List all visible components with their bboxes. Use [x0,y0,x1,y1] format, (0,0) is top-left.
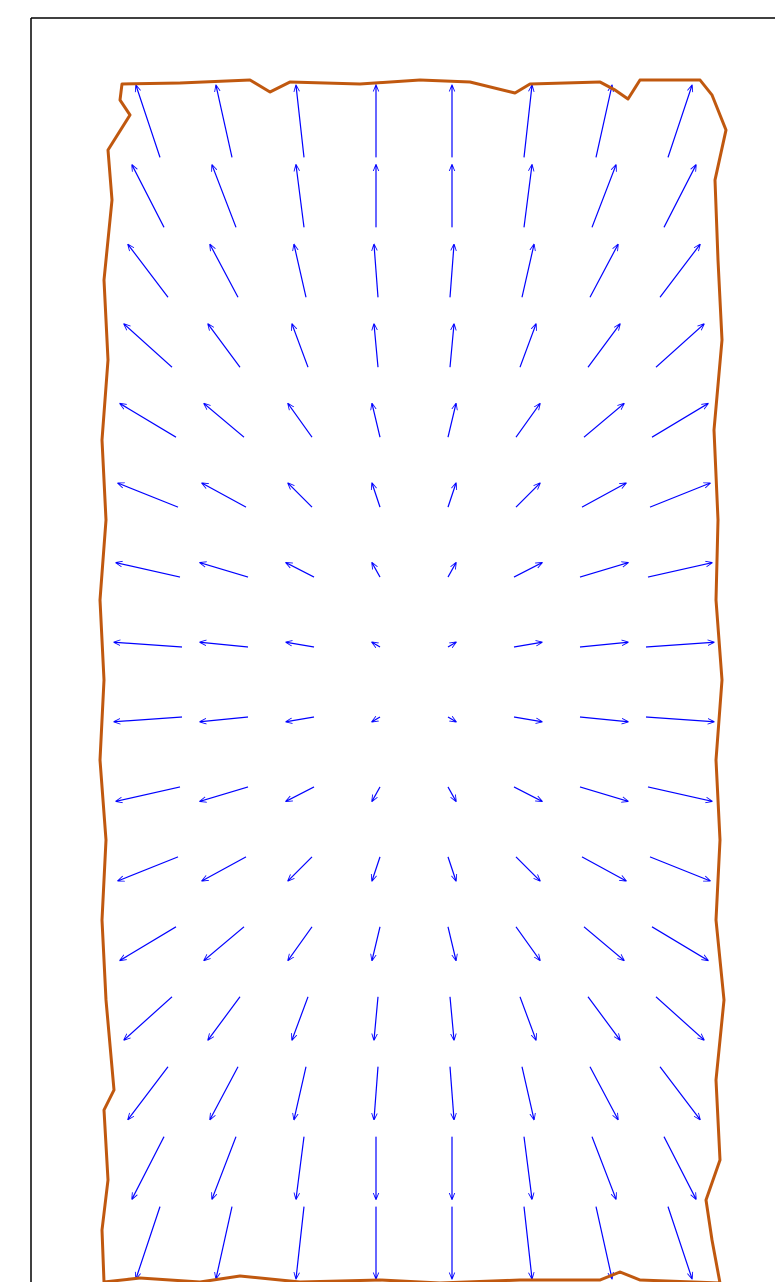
chart [0,0,775,1282]
page: (() => { const data = JSON.parse(documen… [0,0,775,1282]
background [0,0,775,1282]
